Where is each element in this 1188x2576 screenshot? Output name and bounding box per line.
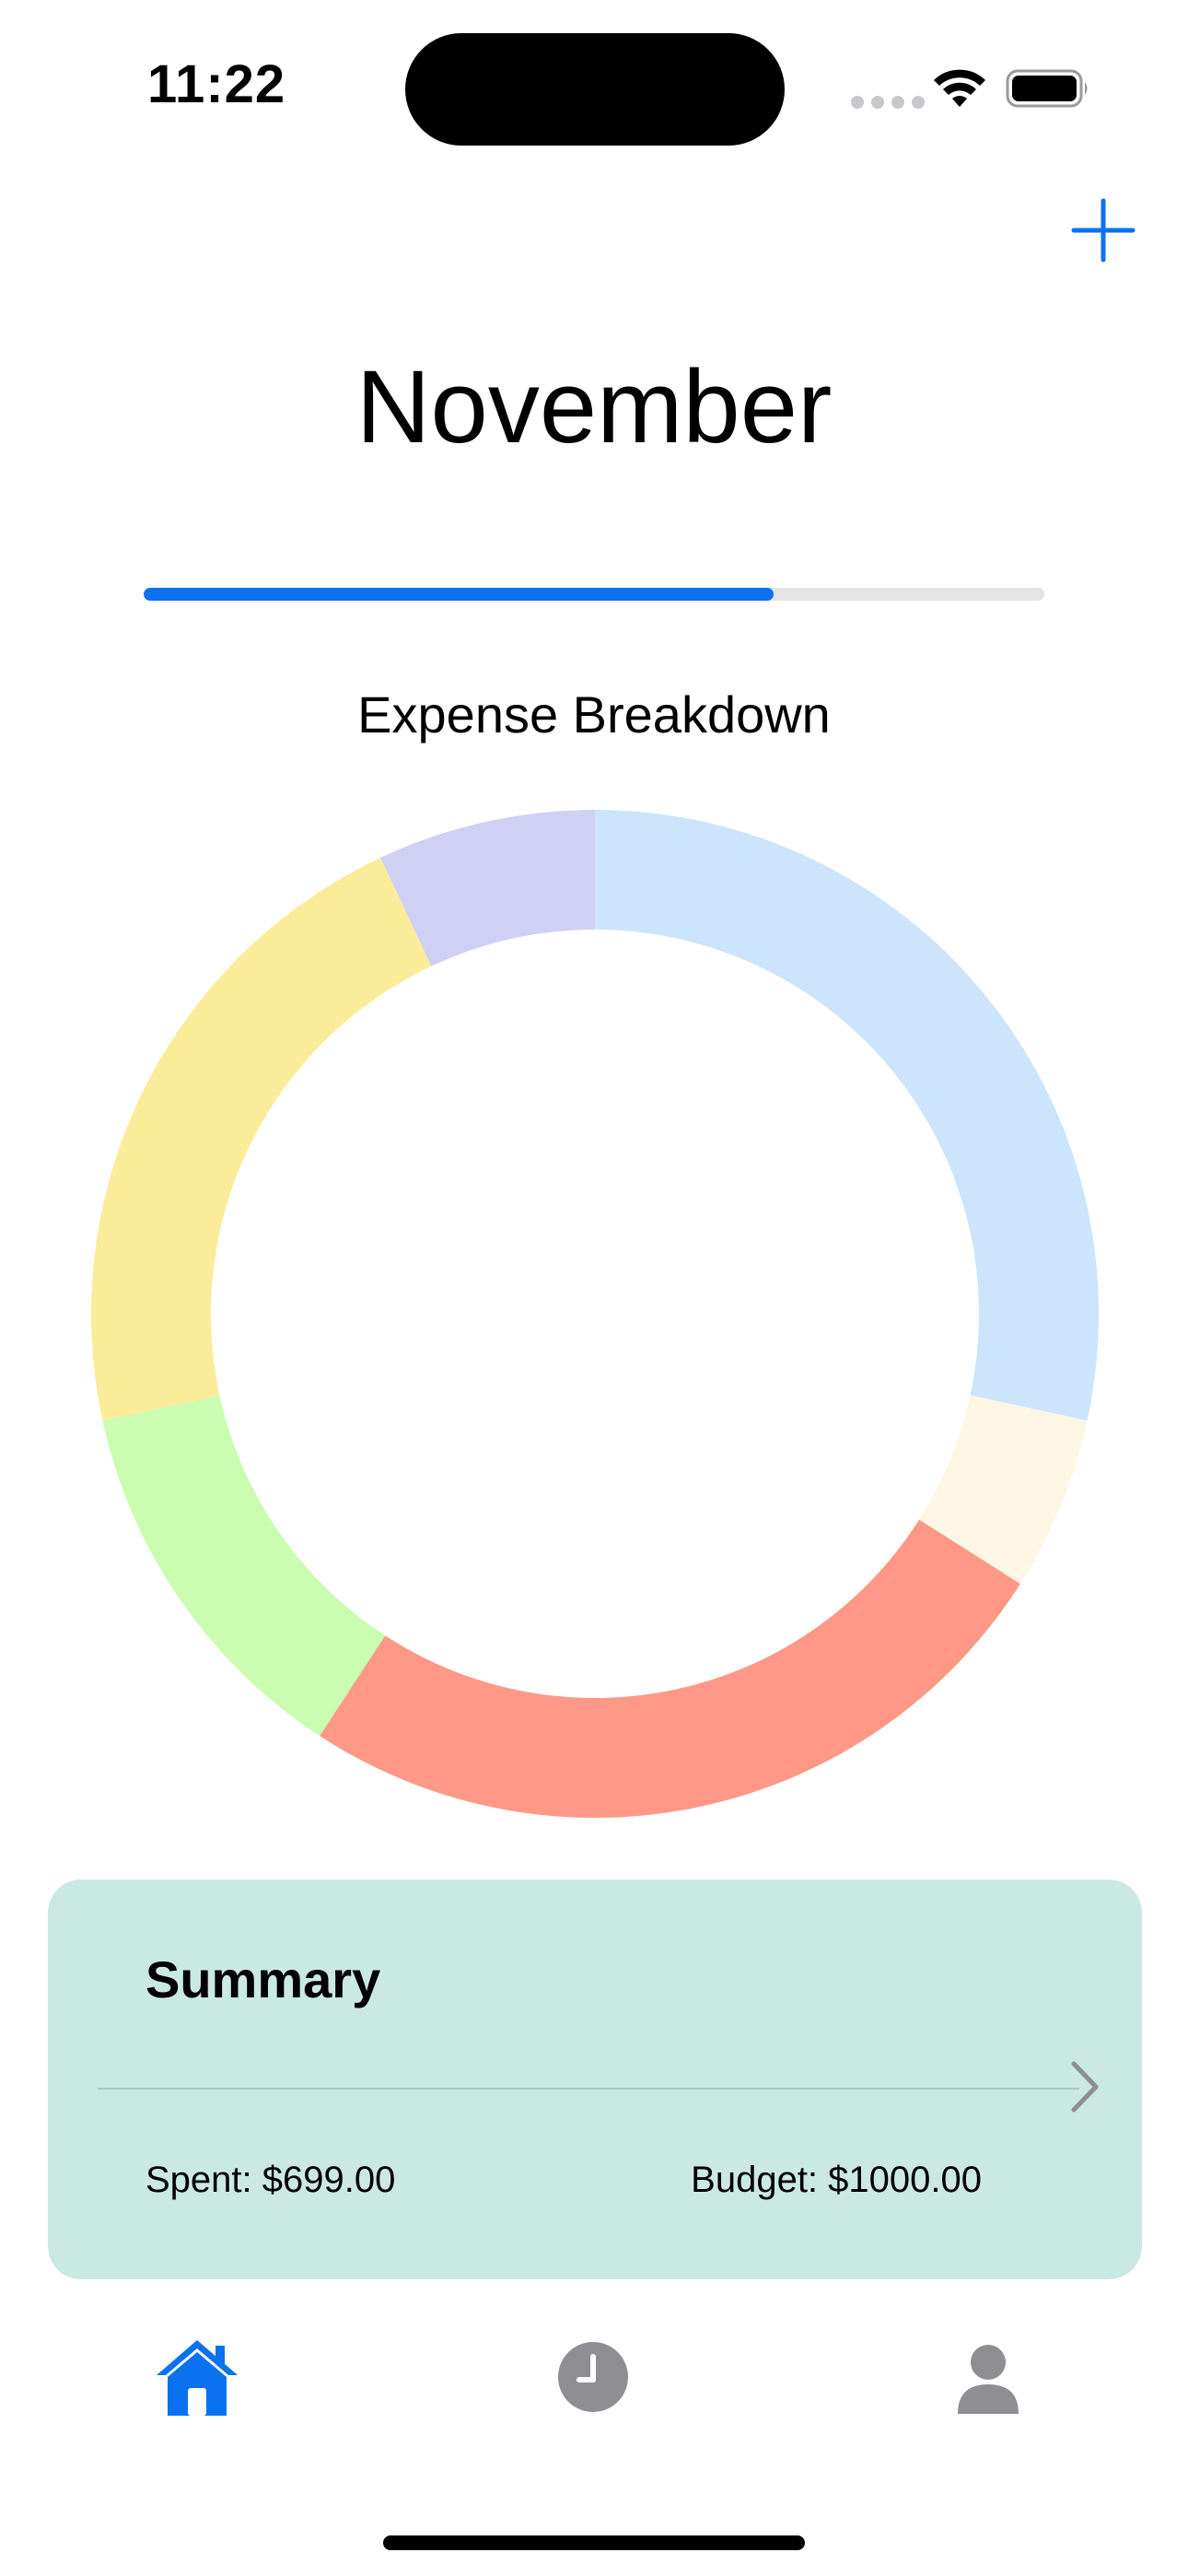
- home-icon: [157, 2340, 238, 2416]
- summary-card[interactable]: Summary Spent: $699.00 Budget: $1000.00: [48, 1879, 1142, 2279]
- cellular-signal-icon: [851, 96, 925, 109]
- budget-progress-fill: [144, 588, 774, 601]
- clock-icon: [558, 2342, 628, 2412]
- add-expense-button[interactable]: [1068, 195, 1138, 265]
- spent-amount: Spent: $699.00: [146, 2160, 396, 2200]
- page-title: November: [355, 349, 833, 464]
- dynamic-island: [405, 33, 785, 146]
- chevron-right-icon: [1071, 2061, 1099, 2113]
- person-icon: [958, 2345, 1019, 2414]
- wifi-icon: [934, 69, 985, 107]
- chart-slice-5: [91, 858, 432, 1421]
- chart-slice-4: [102, 1395, 386, 1737]
- summary-title: Summary: [146, 1950, 381, 2008]
- tab-history[interactable]: [556, 2340, 630, 2414]
- battery-icon: [1006, 69, 1088, 108]
- summary-divider: [98, 2088, 1079, 2090]
- chart-slice-2: [919, 1395, 1088, 1585]
- chart-slice-1: [595, 810, 1099, 1421]
- chart-title: Expense Breakdown: [357, 685, 831, 744]
- chart-slice-6: [380, 810, 595, 966]
- tab-home[interactable]: [153, 2336, 241, 2419]
- budget-amount: Budget: $1000.00: [691, 2160, 982, 2200]
- expense-donut-chart: [91, 810, 1099, 1818]
- tab-profile[interactable]: [956, 2344, 1020, 2416]
- chart-slice-3: [320, 1519, 1020, 1818]
- home-indicator: [383, 2535, 805, 2550]
- status-time: 11:22: [147, 54, 286, 114]
- budget-progress-bar: [144, 588, 1044, 601]
